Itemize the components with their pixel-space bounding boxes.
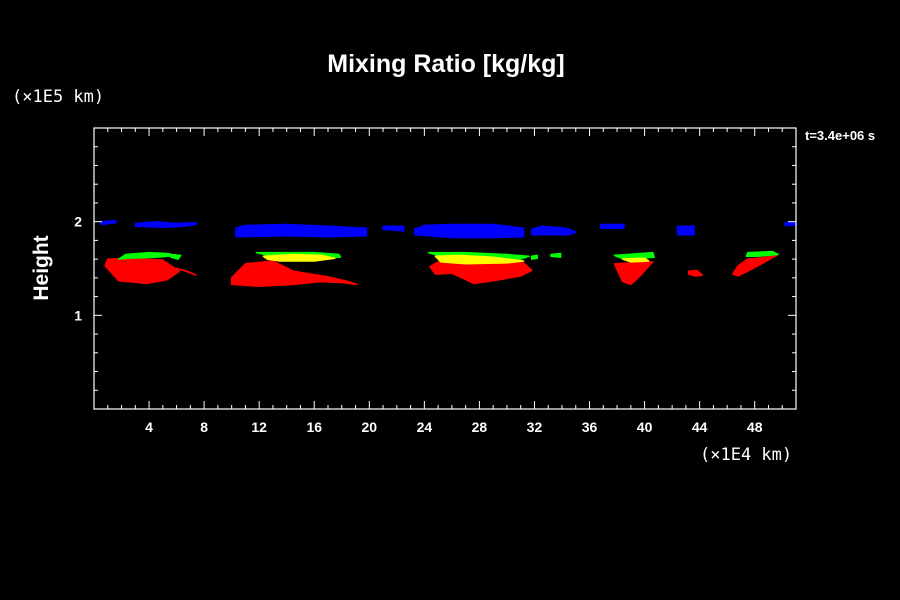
y-axis-label: Height [30, 235, 53, 300]
green-contour-region-5 [530, 254, 538, 260]
plot-frame [93, 127, 797, 410]
x-unit-label: (×1E4 km) [700, 445, 792, 465]
blue-contour-region-2 [134, 220, 197, 229]
red-contour-region-7 [731, 254, 778, 277]
x-tick-label: 20 [362, 419, 378, 435]
blue-contour-region-4 [382, 225, 405, 232]
blue-contour-region-1 [100, 219, 117, 226]
yellow-contour-region-3 [621, 257, 650, 263]
x-tick-label: 44 [692, 419, 708, 435]
x-tick-label: 24 [417, 419, 433, 435]
green-contour-region-2 [168, 253, 182, 260]
red-contour-region-5 [613, 261, 654, 286]
red-contour-region-1 [104, 257, 181, 285]
red-contour-region-6 [687, 269, 704, 277]
red-contour-region-2 [175, 267, 197, 276]
blue-contour-region-6 [530, 225, 577, 236]
x-tick-label: 28 [472, 419, 488, 435]
x-tick-label: 40 [637, 419, 653, 435]
plot-data-layer [100, 219, 797, 288]
green-contour-region-8 [745, 250, 779, 258]
blue-contour-region-8 [676, 225, 695, 236]
blue-contour-region-7 [599, 223, 625, 229]
red-contour-region-3 [230, 260, 358, 288]
x-tick-label: 16 [306, 419, 322, 435]
y-tick-label: 2 [74, 214, 82, 230]
x-tick-label: 36 [582, 419, 598, 435]
x-tick-label: 32 [527, 419, 543, 435]
time-label: t=3.4e+06 s [805, 128, 875, 143]
x-tick-label: 48 [747, 419, 763, 435]
chart-title: Mixing Ratio [kg/kg] [327, 50, 565, 78]
blue-contour-region-5 [413, 223, 525, 239]
blue-contour-region-9 [784, 221, 797, 227]
y-tick-label: 1 [74, 307, 82, 323]
yellow-contour-region-1 [262, 253, 336, 262]
blue-contour-region-3 [235, 223, 368, 238]
yellow-contour-region-2 [434, 254, 525, 265]
green-contour-region-6 [550, 252, 562, 259]
x-tick-label: 8 [200, 419, 208, 435]
x-tick-label: 12 [251, 419, 267, 435]
x-tick-label: 4 [145, 419, 153, 435]
y-unit-label: (×1E5 km) [12, 87, 104, 107]
